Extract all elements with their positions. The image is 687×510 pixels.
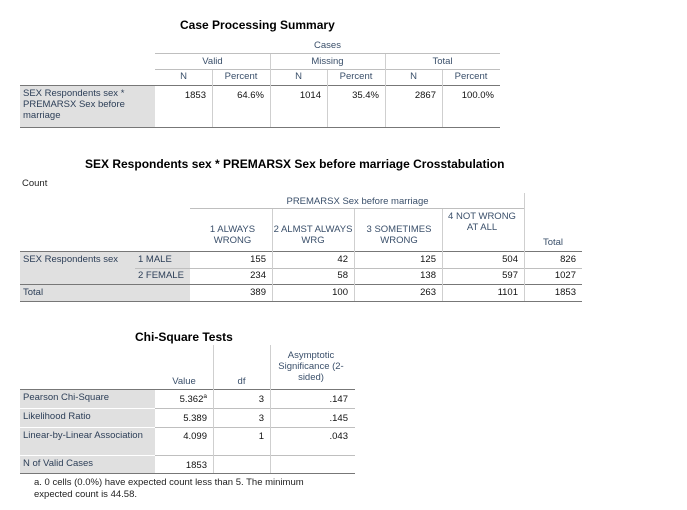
total-always-wrong: 389 [250, 287, 266, 298]
col-almst-always-wrg: 2 ALMST ALWAYS WRG [273, 224, 353, 246]
male-total: 826 [560, 254, 576, 265]
likelihood-sig: .145 [329, 413, 349, 424]
chi-square-title: Chi-Square Tests [135, 330, 233, 344]
grand-total: 1853 [554, 287, 576, 298]
percent-header: Percent [454, 71, 488, 82]
n-header: N [295, 71, 302, 82]
percent-header: Percent [224, 71, 258, 82]
col-total: Total [542, 237, 564, 248]
chi-row-pearson-label: Pearson Chi-Square [20, 390, 155, 408]
missing-header: Missing [311, 56, 344, 67]
pearson-df: 3 [258, 394, 264, 405]
case-processing-title: Case Processing Summary [180, 18, 335, 32]
valid-percent-value: 64.6% [237, 90, 264, 101]
pearson-sig: .147 [329, 394, 349, 405]
female-not-wrong: 597 [502, 270, 518, 281]
missing-n-value: 1014 [299, 90, 321, 101]
premarsx-group-header: PREMARSX Sex before marriage [286, 196, 429, 207]
sig-header: Asymptotic Significance (2-sided) [278, 350, 344, 383]
chi-row-nvalid-label: N of Valid Cases [20, 456, 155, 473]
likelihood-value: 5.389 [183, 413, 207, 424]
value-header: Value [172, 376, 196, 387]
male-not-wrong: 504 [502, 254, 518, 265]
likelihood-df: 3 [258, 413, 264, 424]
total-sometimes: 263 [420, 287, 436, 298]
row-label-female: 2 FEMALE [135, 268, 190, 284]
female-always-wrong: 234 [250, 270, 266, 281]
male-always-wrong: 155 [250, 254, 266, 265]
male-almst-always: 42 [337, 254, 348, 265]
n-header: N [410, 71, 417, 82]
total-header: Total [432, 56, 453, 67]
male-sometimes: 125 [420, 254, 436, 265]
nvalid-value: 1853 [185, 460, 207, 471]
col-not-wrong-at-all: 4 NOT WRONG AT ALL [448, 211, 516, 233]
chi-row-linear-label: Linear-by-Linear Association [20, 428, 155, 455]
cases-header: Cases [314, 40, 341, 51]
crosstab-title: SEX Respondents sex * PREMARSX Sex befor… [85, 157, 505, 171]
row-var-label: SEX Respondents sex [20, 252, 135, 284]
col-sometimes-wrong: 3 SOMETIMES WRONG [366, 224, 432, 246]
n-header: N [180, 71, 187, 82]
row-label-total: Total [20, 285, 190, 301]
df-header: df [237, 376, 246, 387]
total-almst-always: 100 [332, 287, 348, 298]
female-total: 1027 [554, 270, 576, 281]
footnote-marker: a [203, 392, 207, 400]
valid-header: Valid [202, 56, 223, 67]
case-row-label: SEX Respondents sex * PREMARSX Sex befor… [20, 86, 155, 127]
pearson-value: 5.362a [179, 392, 207, 405]
female-sometimes: 138 [420, 270, 436, 281]
percent-header: Percent [339, 71, 373, 82]
count-label: Count [22, 178, 48, 189]
total-percent-value: 100.0% [461, 90, 494, 101]
linear-sig: .043 [329, 431, 349, 442]
total-n-value: 2867 [414, 90, 436, 101]
missing-percent-value: 35.4% [352, 90, 379, 101]
linear-value: 4.099 [183, 431, 207, 442]
row-label-male: 1 MALE [135, 252, 190, 268]
linear-df: 1 [258, 431, 264, 442]
chi-square-footnote: a. 0 cells (0.0%) have expected count le… [34, 477, 304, 500]
chi-row-likelihood-label: Likelihood Ratio [20, 409, 155, 427]
valid-n-value: 1853 [184, 90, 206, 101]
col-always-wrong: 1 ALWAYS WRONG [209, 224, 256, 246]
female-almst-always: 58 [337, 270, 348, 281]
total-not-wrong: 1101 [497, 287, 518, 298]
